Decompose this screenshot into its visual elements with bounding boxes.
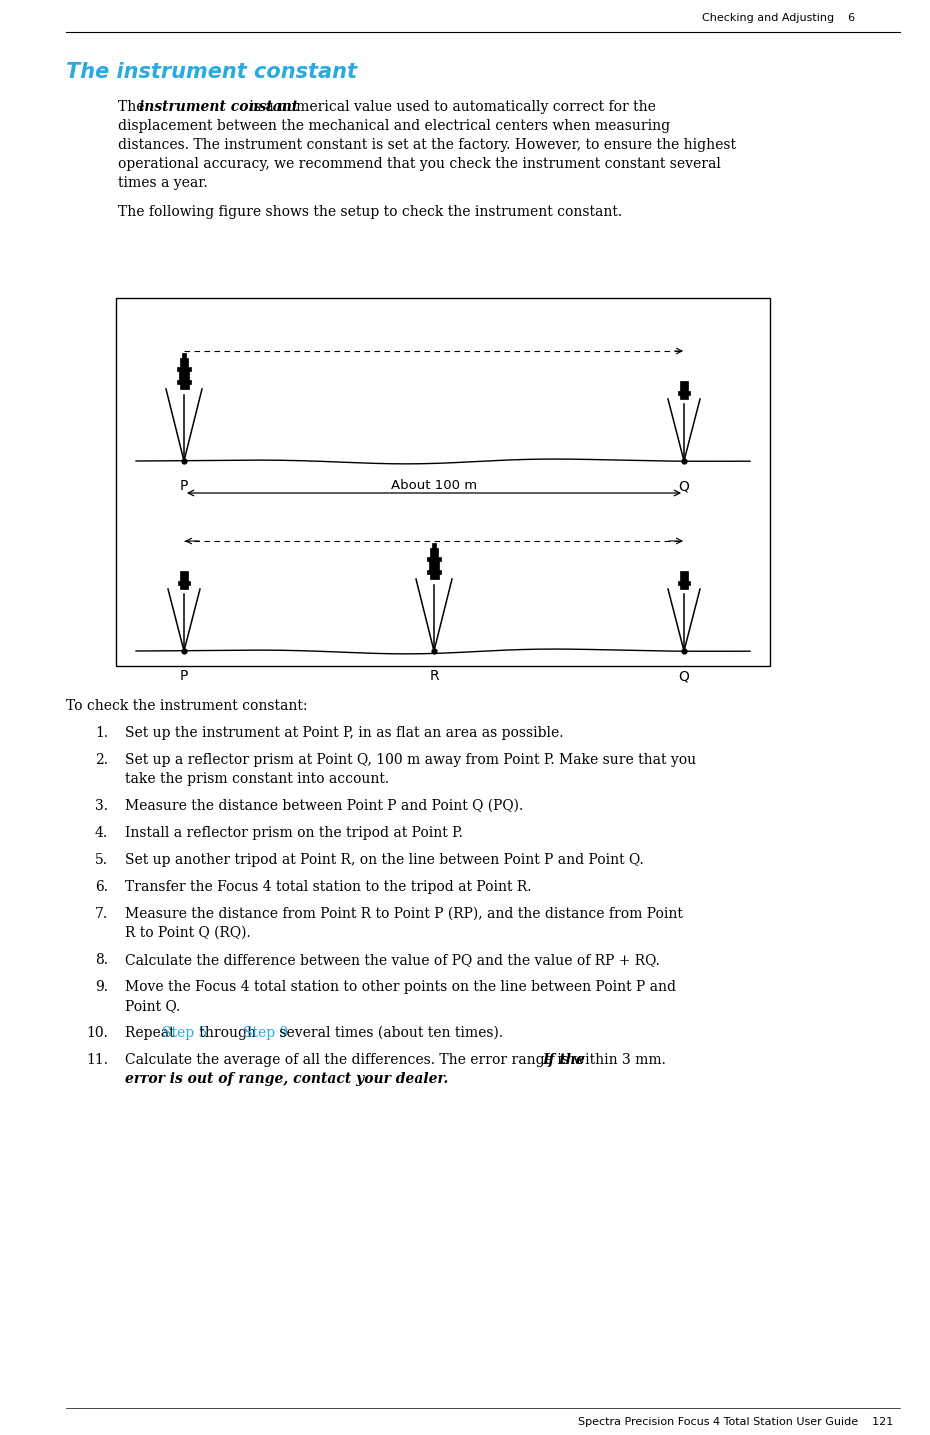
Bar xyxy=(680,395,688,399)
Bar xyxy=(429,561,439,570)
Text: Set up the instrument at Point P, in as flat an area as possible.: Set up the instrument at Point P, in as … xyxy=(125,726,564,740)
Text: instrument constant: instrument constant xyxy=(140,100,299,113)
Text: error is out of range, contact your dealer.: error is out of range, contact your deal… xyxy=(125,1072,448,1086)
Text: is a numerical value used to automatically correct for the: is a numerical value used to automatical… xyxy=(245,100,656,113)
Text: Point Q.: Point Q. xyxy=(125,999,180,1013)
Bar xyxy=(180,357,188,367)
Text: 10.: 10. xyxy=(86,1026,108,1040)
Text: Q: Q xyxy=(679,669,689,683)
Text: The following figure shows the setup to check the instrument constant.: The following figure shows the setup to … xyxy=(118,205,622,220)
Bar xyxy=(179,581,190,585)
Text: P: P xyxy=(179,669,188,683)
Text: take the prism constant into account.: take the prism constant into account. xyxy=(125,772,389,786)
Bar xyxy=(180,571,188,581)
Text: Install a reflector prism on the tripod at Point P.: Install a reflector prism on the tripod … xyxy=(125,827,463,839)
Text: times a year.: times a year. xyxy=(118,177,207,189)
Bar xyxy=(430,548,438,557)
Bar xyxy=(678,581,690,585)
Text: through: through xyxy=(194,1026,259,1040)
Text: R: R xyxy=(429,669,439,683)
Bar xyxy=(116,298,770,666)
Bar xyxy=(177,380,191,385)
Text: displacement between the mechanical and electrical centers when measuring: displacement between the mechanical and … xyxy=(118,119,671,133)
Text: 7.: 7. xyxy=(95,907,108,921)
Text: Repeat: Repeat xyxy=(125,1026,179,1040)
Bar xyxy=(432,542,436,548)
Text: 8.: 8. xyxy=(95,953,108,967)
Bar xyxy=(181,353,186,357)
Text: several times (about ten times).: several times (about ten times). xyxy=(274,1026,503,1040)
Text: Step 5: Step 5 xyxy=(163,1026,207,1040)
Text: Step 9: Step 9 xyxy=(243,1026,288,1040)
Text: The: The xyxy=(118,100,149,113)
Text: Calculate the difference between the value of PQ and the value of RP + RQ.: Calculate the difference between the val… xyxy=(125,953,660,967)
Text: Measure the distance between Point P and Point Q (PQ).: Measure the distance between Point P and… xyxy=(125,799,524,814)
Text: 11.: 11. xyxy=(86,1053,108,1068)
Text: Transfer the Focus 4 total station to the tripod at Point R.: Transfer the Focus 4 total station to th… xyxy=(125,880,532,894)
Text: 1.: 1. xyxy=(95,726,108,740)
Text: About 100 m: About 100 m xyxy=(391,479,477,492)
Bar xyxy=(681,382,687,390)
Text: Set up a reflector prism at Point Q, 100 m away from Point P. Make sure that you: Set up a reflector prism at Point Q, 100… xyxy=(125,753,697,766)
Text: Q: Q xyxy=(679,479,689,494)
Text: R to Point Q (RQ).: R to Point Q (RQ). xyxy=(125,926,251,940)
Bar xyxy=(678,390,690,395)
Bar xyxy=(179,372,189,380)
Text: 3.: 3. xyxy=(95,799,108,814)
Bar xyxy=(179,385,189,389)
Bar xyxy=(430,574,439,578)
Text: P: P xyxy=(179,479,188,494)
Text: 6.: 6. xyxy=(95,880,108,894)
Text: 9.: 9. xyxy=(95,980,108,994)
Text: 4.: 4. xyxy=(95,827,108,839)
Bar xyxy=(680,585,688,588)
Text: If the: If the xyxy=(542,1053,585,1068)
Text: To check the instrument constant:: To check the instrument constant: xyxy=(66,699,308,713)
Bar xyxy=(427,570,441,574)
Text: Set up another tripod at Point R, on the line between Point P and Point Q.: Set up another tripod at Point R, on the… xyxy=(125,852,644,867)
Bar xyxy=(427,557,441,561)
Text: Checking and Adjusting    6: Checking and Adjusting 6 xyxy=(702,13,855,23)
Text: 5.: 5. xyxy=(95,852,108,867)
Text: distances. The instrument constant is set at the factory. However, to ensure the: distances. The instrument constant is se… xyxy=(118,138,736,152)
Text: 2.: 2. xyxy=(95,753,108,766)
Text: Measure the distance from Point R to Point P (RP), and the distance from Point: Measure the distance from Point R to Poi… xyxy=(125,907,683,921)
Text: Calculate the average of all the differences. The error range is within 3 mm.: Calculate the average of all the differe… xyxy=(125,1053,671,1068)
Bar xyxy=(681,571,687,581)
Text: Spectra Precision Focus 4 Total Station User Guide    121: Spectra Precision Focus 4 Total Station … xyxy=(578,1416,893,1426)
Text: Move the Focus 4 total station to other points on the line between Point P and: Move the Focus 4 total station to other … xyxy=(125,980,676,994)
Text: The instrument constant: The instrument constant xyxy=(66,62,357,82)
Bar xyxy=(179,585,188,588)
Text: operational accuracy, we recommend that you check the instrument constant severa: operational accuracy, we recommend that … xyxy=(118,156,721,171)
Bar xyxy=(177,367,191,372)
